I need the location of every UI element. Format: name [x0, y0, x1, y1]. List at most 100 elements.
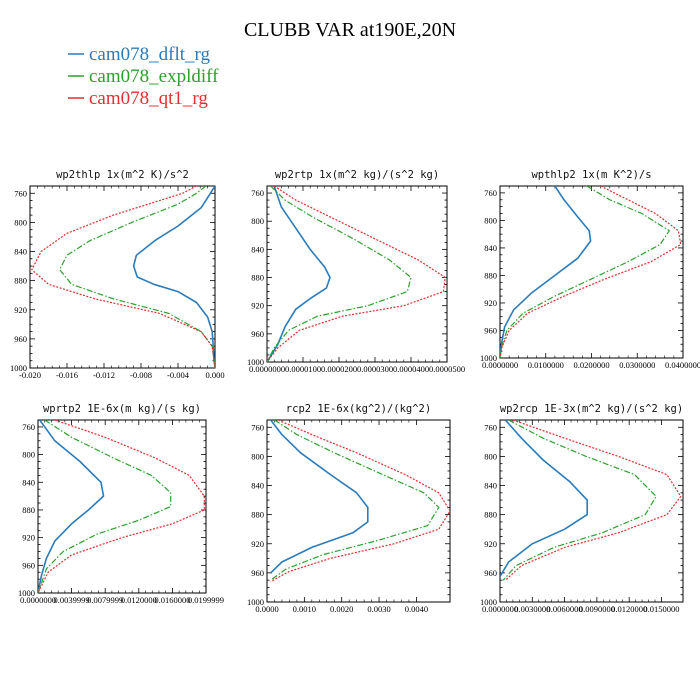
- y-tick-label: 920: [484, 298, 497, 308]
- subplot: wpthlp2 1x(m K^2)/s 760 800 840 880 920 960 100…: [480, 169, 700, 370]
- y-tick-label: 840: [251, 481, 264, 491]
- series-line-cam078_qt1_rg: [267, 186, 446, 362]
- x-tick-label: 0.0120000: [611, 604, 647, 614]
- y-tick-label: 880: [251, 273, 264, 283]
- series-line-cam078_dflt_rg: [132, 186, 215, 368]
- figure-title: CLUBB VAR at190E,20N: [244, 19, 456, 41]
- y-tick-label: 760: [22, 422, 35, 432]
- series-line-cam078_qt1_rg: [270, 420, 450, 583]
- y-tick-label: 760: [484, 188, 497, 198]
- y-tick-label: 920: [251, 539, 264, 549]
- y-tick-label: 840: [484, 243, 497, 253]
- subplot: wp2thlp 1x(m^2 K)/s^2 760 800 840 880 920 960 1…: [10, 169, 225, 380]
- y-tick-label: 1000: [480, 353, 497, 363]
- subplot-title: wp2thlp 1x(m^2 K)/s^2: [56, 169, 189, 181]
- x-tick-label: 0.000: [205, 370, 224, 380]
- x-tick-label: 0.0150000: [643, 604, 679, 614]
- panels: wp2thlp 1x(m^2 K)/s^2 760 800 840 880 920 960 1…: [10, 169, 700, 614]
- y-tick-label: 840: [484, 481, 497, 491]
- y-tick-label: 800: [251, 216, 264, 226]
- legend-entry: cam078_expldiff: [89, 66, 219, 87]
- y-tick-label: 840: [251, 244, 264, 254]
- y-tick-label: 760: [484, 422, 497, 432]
- y-tick-label: 840: [14, 247, 27, 257]
- series-line-cam078_expldiff: [267, 186, 412, 362]
- subplot: wprtp2 1E-6x(m kg)/(s kg) 760 800 840 880 920…: [18, 403, 224, 605]
- x-tick-label: -0.008: [130, 370, 152, 380]
- y-tick-label: 880: [22, 505, 35, 515]
- y-tick-label: 960: [14, 334, 27, 344]
- subplot: wp2rtp 1x(m^2 kg)/(s^2 kg) 760 800 840 880 92…: [247, 169, 465, 374]
- series-line-cam078_qt1_rg: [500, 186, 682, 358]
- x-tick-label: 0.0010: [293, 604, 316, 614]
- x-tick-label: 0.0400000: [665, 360, 700, 370]
- x-tick-label: 0.0000400: [393, 364, 429, 374]
- y-tick-label: 880: [14, 276, 27, 286]
- x-tick-label: 0.0199999: [188, 595, 224, 605]
- y-tick-label: 880: [484, 270, 497, 280]
- y-tick-label: 960: [251, 568, 264, 578]
- y-tick-label: 800: [484, 451, 497, 461]
- subplot: rcp2 1E-6x(kg^2)/(kg^2) 760 800 840 880 920 96…: [247, 403, 451, 614]
- x-tick-label: 0.0000000: [20, 595, 56, 605]
- plot-frame: [499, 419, 684, 603]
- x-tick-label: 0.0030000: [514, 604, 550, 614]
- y-tick-label: 960: [484, 568, 497, 578]
- x-tick-label: 0.0079999: [87, 595, 123, 605]
- y-tick-label: 1000: [480, 597, 497, 607]
- series-line-cam078_dflt_rg: [267, 186, 331, 362]
- y-tick-label: 960: [22, 560, 35, 570]
- y-tick-label: 800: [14, 217, 27, 227]
- x-tick-label: 0.0060000: [547, 604, 583, 614]
- legend-entry: cam078_qt1_rg: [89, 88, 208, 109]
- series-line-cam078_qt1_rg: [504, 420, 682, 581]
- subplot-title: rcp2 1E-6x(kg^2)/(kg^2): [286, 403, 431, 415]
- y-tick-label: 880: [484, 510, 497, 520]
- series-line-cam078_dflt_rg: [38, 420, 105, 593]
- x-tick-label: -0.020: [19, 370, 41, 380]
- y-tick-label: 760: [14, 188, 27, 198]
- x-tick-label: 0.0120000: [121, 595, 157, 605]
- y-tick-label: 960: [251, 329, 264, 339]
- legend: cam078_dflt_rgcam078_expldiffcam078_qt1_…: [68, 44, 219, 109]
- y-tick-label: 840: [22, 477, 35, 487]
- y-tick-label: 760: [251, 188, 264, 198]
- series-line-cam078_expldiff: [502, 420, 657, 581]
- subplot-title: wpthlp2 1x(m K^2)/s: [531, 169, 651, 181]
- series-line-cam078_expldiff: [38, 420, 172, 593]
- y-tick-label: 920: [14, 305, 27, 315]
- y-tick-label: 920: [484, 539, 497, 549]
- y-tick-label: 920: [251, 301, 264, 311]
- x-tick-label: 0.0200000: [573, 360, 609, 370]
- y-tick-label: 920: [22, 533, 35, 543]
- subplot: wp2rcp 1E-3x(m^2 kg)/(s^2 kg)760 800 840 88…: [480, 403, 684, 614]
- series-line-cam078_qt1_rg: [38, 420, 205, 593]
- series-line-cam078_expldiff: [270, 420, 440, 581]
- x-tick-label: 0.0000000: [482, 360, 518, 370]
- x-tick-label: 0.0100000: [528, 360, 564, 370]
- series-line-cam078_dflt_rg: [500, 420, 589, 577]
- x-tick-label: 0.0000000: [249, 364, 285, 374]
- x-tick-label: 0.0039999: [54, 595, 90, 605]
- series-line-cam078_dflt_rg: [500, 186, 592, 358]
- y-tick-label: 1000: [18, 588, 35, 598]
- plot-frame: [499, 185, 684, 359]
- y-tick-label: 1000: [247, 357, 264, 367]
- x-tick-label: 0.0160000: [154, 595, 190, 605]
- x-tick-label: 0.0000: [255, 604, 278, 614]
- subplot-title: wp2rcp 1E-3x(m^2 kg)/(s^2 kg): [500, 403, 683, 415]
- y-tick-label: 760: [251, 422, 264, 432]
- y-tick-label: 800: [22, 450, 35, 460]
- legend-entry: cam078_dflt_rg: [89, 44, 211, 65]
- plot-frame: [29, 185, 216, 369]
- x-tick-label: 0.0020: [330, 604, 353, 614]
- series-line-cam078_qt1_rg: [31, 186, 215, 368]
- x-tick-label: 0.0090000: [579, 604, 615, 614]
- x-tick-label: 0.0000000: [482, 604, 518, 614]
- x-tick-label: -0.012: [93, 370, 115, 380]
- y-tick-label: 1000: [10, 363, 27, 373]
- y-tick-label: 800: [484, 215, 497, 225]
- plot-frame: [37, 419, 207, 594]
- x-tick-label: 0.0000300: [357, 364, 393, 374]
- y-tick-label: 800: [251, 451, 264, 461]
